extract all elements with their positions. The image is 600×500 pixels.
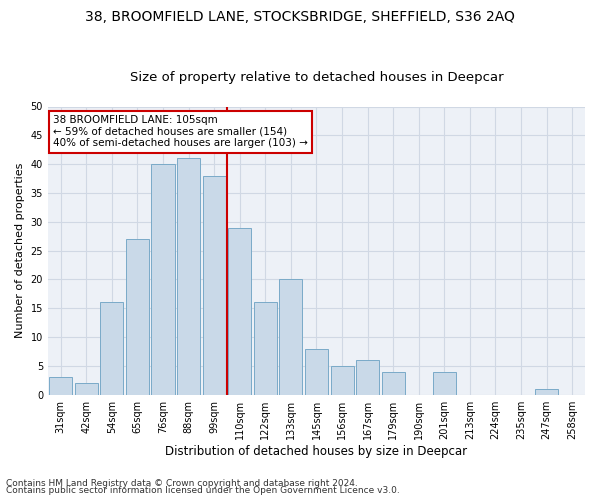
Text: 38 BROOMFIELD LANE: 105sqm
← 59% of detached houses are smaller (154)
40% of sem: 38 BROOMFIELD LANE: 105sqm ← 59% of deta… — [53, 115, 308, 148]
Title: Size of property relative to detached houses in Deepcar: Size of property relative to detached ho… — [130, 72, 503, 85]
Bar — [254, 302, 277, 394]
Bar — [151, 164, 175, 394]
Bar — [203, 176, 226, 394]
Bar — [331, 366, 353, 394]
Bar — [49, 378, 72, 394]
Y-axis label: Number of detached properties: Number of detached properties — [15, 163, 25, 338]
Bar — [75, 383, 98, 394]
Bar — [177, 158, 200, 394]
Bar — [280, 280, 302, 394]
Bar — [535, 389, 558, 394]
Bar — [382, 372, 404, 394]
Text: Contains HM Land Registry data © Crown copyright and database right 2024.: Contains HM Land Registry data © Crown c… — [6, 478, 358, 488]
Text: 38, BROOMFIELD LANE, STOCKSBRIDGE, SHEFFIELD, S36 2AQ: 38, BROOMFIELD LANE, STOCKSBRIDGE, SHEFF… — [85, 10, 515, 24]
Bar — [305, 348, 328, 395]
Text: Contains public sector information licensed under the Open Government Licence v3: Contains public sector information licen… — [6, 486, 400, 495]
Bar — [126, 239, 149, 394]
Bar — [356, 360, 379, 394]
Bar — [100, 302, 124, 394]
X-axis label: Distribution of detached houses by size in Deepcar: Distribution of detached houses by size … — [166, 444, 467, 458]
Bar — [433, 372, 456, 394]
Bar — [228, 228, 251, 394]
